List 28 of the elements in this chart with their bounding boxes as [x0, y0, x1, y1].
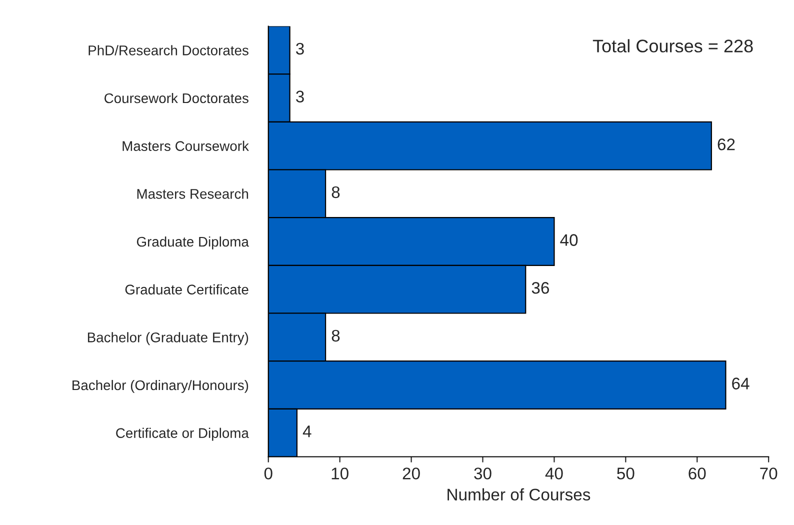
- x-tick-label: 20: [402, 468, 420, 480]
- data-label: 4: [302, 426, 312, 438]
- y-tick-label: Certificate or Diploma: [116, 428, 249, 441]
- y-tick-label: Coursework Doctorates: [104, 92, 248, 104]
- y-tick-label: Graduate Certificate: [125, 284, 248, 295]
- data-label: 8: [332, 330, 340, 342]
- y-tick-label: Masters Coursework: [122, 140, 249, 152]
- x-tick-label: 10: [332, 468, 348, 480]
- y-tick-label: Graduate Diploma: [136, 236, 249, 250]
- y-tick-label: Bachelor (Ordinary/Honours): [72, 380, 248, 393]
- data-label: 36: [532, 282, 549, 294]
- data-label: 8: [332, 186, 340, 198]
- annotation: Total Courses = 228: [592, 39, 753, 52]
- x-tick-label: 40: [545, 468, 563, 480]
- y-tick-label: PhD/Research Doctorates: [88, 45, 248, 56]
- data-label: 3: [296, 42, 304, 55]
- x-tick-label: 60: [688, 468, 706, 480]
- x-tick-label: 70: [760, 468, 778, 480]
- data-label: 64: [732, 378, 750, 390]
- data-label: 40: [560, 234, 578, 246]
- x-axis-title: Number of Courses: [448, 488, 590, 500]
- y-tick-label: Bachelor (Graduate Entry): [88, 332, 248, 346]
- x-tick-label: 50: [617, 468, 634, 480]
- y-tick-label: Masters Research: [137, 188, 248, 199]
- data-label: 62: [718, 138, 735, 150]
- data-label: 3: [296, 90, 304, 102]
- x-tick-label: 0: [264, 468, 272, 480]
- x-tick-label: 30: [474, 468, 492, 480]
